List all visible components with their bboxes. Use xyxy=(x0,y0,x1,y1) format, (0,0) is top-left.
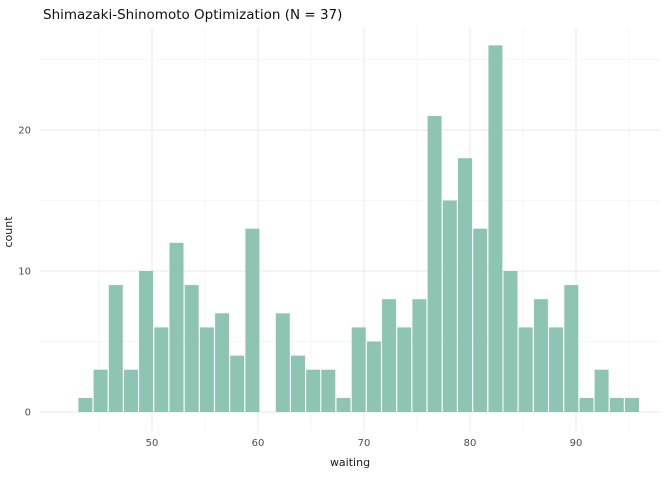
x-tick-label: 60 xyxy=(252,438,265,449)
x-tick-label: 50 xyxy=(146,438,159,449)
bar-layer xyxy=(78,45,639,413)
histogram-bar xyxy=(549,327,564,412)
histogram-bar xyxy=(306,369,321,412)
histogram-bar xyxy=(245,228,260,412)
histogram-bar xyxy=(564,285,579,412)
histogram-bar xyxy=(108,285,123,412)
histogram-bar xyxy=(291,355,305,412)
histogram-bar xyxy=(458,158,472,412)
histogram-bar xyxy=(78,397,93,412)
chart-title: Shimazaki-Shinomoto Optimization (N = 37… xyxy=(43,7,342,23)
histogram-bar xyxy=(139,271,154,412)
histogram-bar xyxy=(366,341,381,412)
histogram-bar xyxy=(488,45,503,413)
histogram-bar xyxy=(215,313,230,412)
x-tick-label: 70 xyxy=(358,438,371,449)
histogram-bar xyxy=(473,228,488,412)
histogram-bar xyxy=(625,397,639,412)
histogram-bar xyxy=(93,369,108,412)
histogram-bar xyxy=(199,327,214,412)
x-axis-title: waiting xyxy=(330,456,370,469)
histogram-bar xyxy=(503,271,518,412)
histogram-bar xyxy=(609,397,624,412)
histogram-bar xyxy=(427,115,442,413)
tick-layer: 50 60 70 80 90 0 10 20 xyxy=(18,126,582,450)
histogram-bar xyxy=(533,299,548,412)
histogram-bar xyxy=(184,285,199,412)
histogram-bar xyxy=(321,369,336,412)
x-tick-label: 90 xyxy=(570,438,583,449)
histogram-bar xyxy=(442,200,457,412)
histogram-bar xyxy=(154,327,169,412)
histogram-bar xyxy=(275,313,290,412)
histogram-bar xyxy=(412,299,427,412)
y-tick-label: 10 xyxy=(18,267,31,278)
y-tick-label: 0 xyxy=(25,408,31,419)
histogram-bar xyxy=(579,397,594,412)
histogram-bar xyxy=(518,327,533,412)
histogram-bar xyxy=(336,397,351,412)
histogram-bar xyxy=(230,355,245,412)
y-axis-title: count xyxy=(2,216,15,248)
histogram-bar xyxy=(382,299,397,412)
histogram-bar xyxy=(397,327,412,412)
histogram-bar xyxy=(594,369,609,412)
histogram-bar xyxy=(169,242,184,412)
x-tick-label: 80 xyxy=(464,438,477,449)
histogram-bar xyxy=(351,327,366,412)
y-tick-label: 20 xyxy=(18,126,31,137)
histogram-bar xyxy=(124,369,138,412)
